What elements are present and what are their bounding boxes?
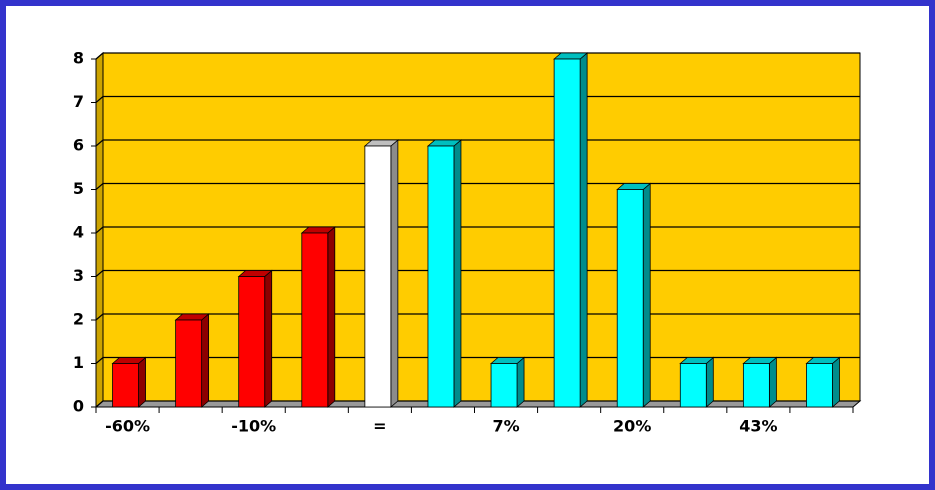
- bar: [238, 276, 266, 408]
- y-tick-label: 8: [73, 49, 84, 68]
- grid-line: [95, 269, 860, 277]
- grid-line: [95, 356, 860, 364]
- grid-line: [95, 139, 860, 147]
- bar: [112, 363, 139, 408]
- bar-side: [832, 356, 840, 408]
- grid-line: [95, 182, 860, 190]
- x-tick-label: 7%: [492, 417, 519, 436]
- grid-line: [95, 313, 860, 321]
- bar-side: [138, 356, 146, 408]
- bar: [301, 232, 329, 408]
- bar-side: [327, 226, 336, 408]
- bar-side: [264, 269, 273, 408]
- bar-side: [453, 139, 462, 408]
- x-tick-label: =: [373, 417, 386, 436]
- grid-line: [95, 226, 860, 234]
- bar-side: [201, 313, 210, 408]
- bar-side: [390, 139, 399, 408]
- y-tick-label: 1: [73, 353, 84, 372]
- y-tick-label: 3: [73, 266, 84, 285]
- bar: [427, 145, 455, 408]
- y-tick-label: 0: [73, 397, 84, 416]
- bar-side: [516, 356, 525, 408]
- bar: [616, 189, 644, 408]
- y-tick-label: 2: [73, 310, 84, 329]
- x-tick-label: -60%: [105, 417, 150, 436]
- y-tick-label: 7: [73, 92, 84, 111]
- bar-side: [642, 182, 651, 408]
- x-tick-label: 43%: [739, 417, 777, 436]
- bar-side: [579, 52, 588, 408]
- bar-side: [768, 356, 777, 408]
- bar-side: [705, 356, 714, 408]
- x-tick-label: 20%: [613, 417, 651, 436]
- x-tick-label: -10%: [231, 417, 276, 436]
- bar: [553, 58, 581, 408]
- bar: [742, 363, 770, 408]
- bar: [490, 363, 518, 408]
- grid-line: [95, 52, 860, 60]
- bar: [679, 363, 707, 408]
- bar: [806, 363, 833, 408]
- bar: [364, 145, 392, 408]
- y-tick-label: 4: [73, 223, 84, 242]
- y-tick-label: 5: [73, 179, 84, 198]
- grid-line: [95, 400, 860, 408]
- y-tick-label: 6: [73, 136, 84, 155]
- grid-line: [95, 95, 860, 103]
- bar: [175, 319, 203, 408]
